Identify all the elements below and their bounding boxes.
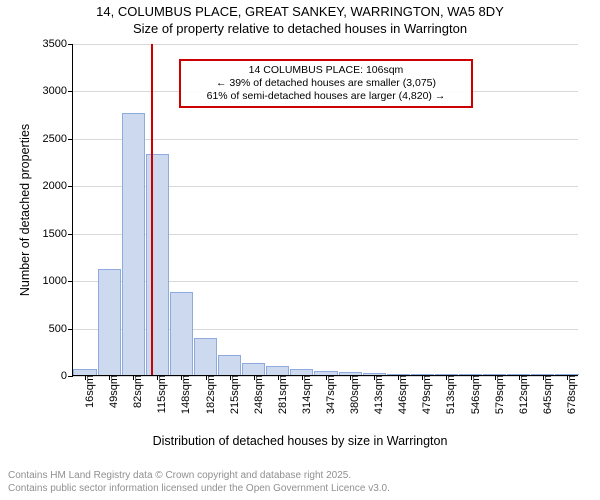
histogram-bar [218,355,241,375]
title-line-2: Size of property relative to detached ho… [0,21,600,36]
xtick-label: 546sqm [463,375,481,414]
histogram-bar [242,363,265,375]
xtick-label: 314sqm [295,375,313,414]
marker-line [151,44,153,375]
xtick-label: 579sqm [487,375,505,414]
histogram-bar [122,113,145,375]
annotation-box: 14 COLUMBUS PLACE: 106sqm← 39% of detach… [179,59,472,108]
histogram-bar [266,366,289,375]
gridline [73,44,578,45]
annotation-line-2: ← 39% of detached houses are smaller (3,… [187,77,464,90]
xtick-label: 513sqm [439,375,457,414]
ytick-label: 500 [49,323,73,335]
xtick-label: 115sqm [150,375,168,413]
ytick-label: 3500 [43,38,73,50]
xtick-label: 413sqm [367,375,385,414]
xtick-label: 479sqm [415,375,433,414]
xtick-label: 49sqm [102,375,120,408]
xtick-label: 446sqm [391,375,409,414]
annotation-line-3: 61% of semi-detached houses are larger (… [187,90,464,103]
xtick-label: 281sqm [271,375,289,414]
xtick-label: 645sqm [536,375,554,414]
xtick-label: 612sqm [512,375,530,414]
ytick-label: 2500 [43,133,73,145]
xtick-label: 82sqm [126,375,144,408]
footer-line-1: Contains HM Land Registry data © Crown c… [8,470,390,483]
title-line-1: 14, COLUMBUS PLACE, GREAT SANKEY, WARRIN… [0,4,600,19]
xtick-label: 148sqm [174,375,192,414]
xtick-label: 215sqm [222,375,240,414]
x-axis-label: Distribution of detached houses by size … [0,434,600,448]
xtick-label: 248sqm [247,375,265,414]
ytick-label: 0 [61,370,73,382]
histogram-bar [146,154,169,375]
ytick-label: 1000 [43,275,73,287]
xtick-label: 678sqm [560,375,578,414]
gridline [73,139,578,140]
ytick-label: 1500 [43,228,73,240]
histogram-plot: 050010001500200025003000350016sqm49sqm82… [72,44,578,376]
xtick-label: 380sqm [343,375,361,414]
figure: 14, COLUMBUS PLACE, GREAT SANKEY, WARRIN… [0,0,600,500]
xtick-label: 182sqm [198,375,216,414]
annotation-line-1: 14 COLUMBUS PLACE: 106sqm [187,64,464,77]
ytick-label: 2000 [43,180,73,192]
xtick-label: 347sqm [319,375,337,414]
histogram-bar [98,269,121,375]
y-axis-label: Number of detached properties [18,124,32,296]
histogram-bar [194,338,217,375]
xtick-label: 16sqm [78,375,96,408]
ytick-label: 3000 [43,85,73,97]
footer-attribution: Contains HM Land Registry data © Crown c… [8,470,390,495]
footer-line-2: Contains public sector information licen… [8,483,390,496]
histogram-bar [170,292,193,375]
